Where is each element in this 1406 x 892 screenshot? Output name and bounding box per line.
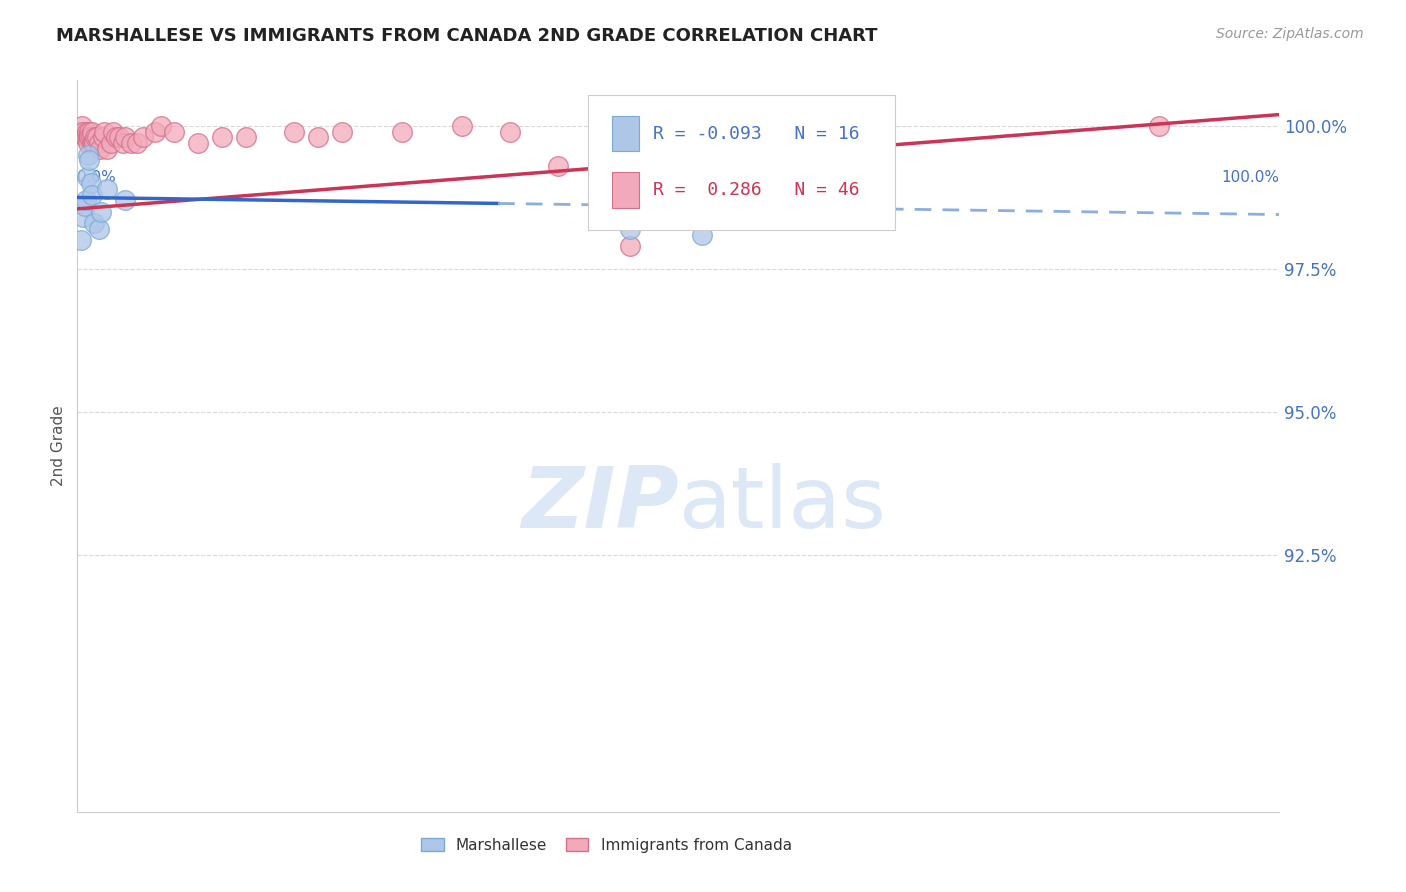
Point xyxy=(80,187,103,202)
Point xyxy=(79,125,101,139)
Point xyxy=(91,130,114,145)
Text: R = -0.093   N = 16: R = -0.093 N = 16 xyxy=(654,125,860,143)
Text: R =  0.286   N = 46: R = 0.286 N = 46 xyxy=(654,181,860,199)
Point xyxy=(83,136,105,150)
Point xyxy=(108,130,131,145)
Point xyxy=(96,182,118,196)
Point xyxy=(619,239,641,253)
Point xyxy=(72,211,94,225)
Point xyxy=(87,136,110,150)
Point xyxy=(211,130,233,145)
Point xyxy=(162,125,184,139)
Point xyxy=(150,119,173,133)
Point xyxy=(547,159,569,173)
Point xyxy=(499,125,522,139)
Text: 100.0%: 100.0% xyxy=(1222,169,1279,185)
Point xyxy=(127,136,149,150)
Point xyxy=(77,130,100,145)
Point xyxy=(90,204,112,219)
Point xyxy=(79,153,101,168)
Point xyxy=(73,130,96,145)
Point xyxy=(283,125,305,139)
Point xyxy=(70,233,93,247)
Point xyxy=(103,125,125,139)
Point xyxy=(83,216,105,230)
Point xyxy=(87,222,110,236)
Point xyxy=(132,130,155,145)
Point xyxy=(451,119,474,133)
Point xyxy=(79,130,101,145)
Point xyxy=(330,125,353,139)
Point xyxy=(120,136,142,150)
Point xyxy=(80,125,103,139)
Point xyxy=(145,125,167,139)
Point xyxy=(79,176,101,190)
Point xyxy=(114,194,136,208)
Point xyxy=(76,170,98,185)
Point xyxy=(100,136,122,150)
Point xyxy=(75,194,97,208)
Point xyxy=(79,130,101,145)
Point xyxy=(619,222,641,236)
Text: 0.0%: 0.0% xyxy=(77,169,117,185)
FancyBboxPatch shape xyxy=(612,116,638,152)
Point xyxy=(84,130,107,145)
Point xyxy=(93,125,115,139)
Point xyxy=(104,130,127,145)
Point xyxy=(72,125,94,139)
Point xyxy=(89,142,111,156)
Point xyxy=(111,136,134,150)
Point xyxy=(70,125,93,139)
Point xyxy=(235,130,257,145)
Point xyxy=(75,130,97,145)
Text: MARSHALLESE VS IMMIGRANTS FROM CANADA 2ND GRADE CORRELATION CHART: MARSHALLESE VS IMMIGRANTS FROM CANADA 2N… xyxy=(56,27,877,45)
Point xyxy=(77,147,100,161)
Point xyxy=(391,125,413,139)
Point xyxy=(77,136,100,150)
Point xyxy=(692,227,714,242)
Point xyxy=(96,142,118,156)
Point xyxy=(80,136,103,150)
Text: atlas: atlas xyxy=(679,463,886,546)
Point xyxy=(1149,119,1171,133)
Point xyxy=(86,130,108,145)
Point xyxy=(76,125,98,139)
Point xyxy=(70,119,93,133)
Y-axis label: 2nd Grade: 2nd Grade xyxy=(51,406,66,486)
Text: Source: ZipAtlas.com: Source: ZipAtlas.com xyxy=(1216,27,1364,41)
Point xyxy=(186,136,209,150)
Point xyxy=(307,130,329,145)
Point xyxy=(73,199,96,213)
Point xyxy=(82,136,104,150)
FancyBboxPatch shape xyxy=(612,172,638,208)
FancyBboxPatch shape xyxy=(588,95,894,230)
Text: ZIP: ZIP xyxy=(520,463,679,546)
Legend: Marshallese, Immigrants from Canada: Marshallese, Immigrants from Canada xyxy=(415,831,799,859)
Point xyxy=(114,130,136,145)
